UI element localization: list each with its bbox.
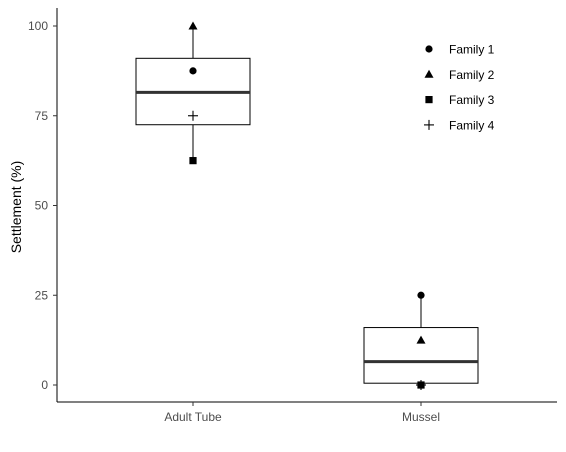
legend-key bbox=[425, 45, 433, 53]
legend-key bbox=[425, 96, 433, 104]
y-axis-title: Settlement (%) bbox=[8, 161, 24, 254]
data-point bbox=[416, 380, 426, 390]
data-point bbox=[188, 110, 198, 121]
data-point bbox=[189, 67, 197, 75]
data-point bbox=[417, 291, 425, 299]
y-tick-label: 100 bbox=[28, 19, 48, 33]
y-tick-label: 50 bbox=[35, 199, 49, 213]
legend: Family 1 Family 2 Family 3 Family 4 bbox=[424, 43, 495, 132]
x-tick-label: Mussel bbox=[402, 410, 440, 424]
legend-key bbox=[424, 69, 434, 78]
y-tick-label: 25 bbox=[35, 288, 49, 302]
data-point bbox=[188, 21, 198, 30]
legend-label: Family 3 bbox=[449, 93, 495, 107]
legend-label: Family 4 bbox=[449, 118, 495, 132]
legend-label: Family 2 bbox=[449, 68, 495, 82]
y-tick-label: 0 bbox=[41, 378, 48, 392]
y-tick-label: 75 bbox=[35, 109, 49, 123]
legend-key bbox=[424, 119, 434, 130]
x-tick-label: Adult Tube bbox=[164, 410, 222, 424]
plot-area: 0 25 50 75 100 Adult Tube Mussel bbox=[28, 8, 557, 424]
legend-label: Family 1 bbox=[449, 43, 495, 57]
data-point bbox=[189, 157, 197, 165]
data-point bbox=[416, 335, 426, 344]
